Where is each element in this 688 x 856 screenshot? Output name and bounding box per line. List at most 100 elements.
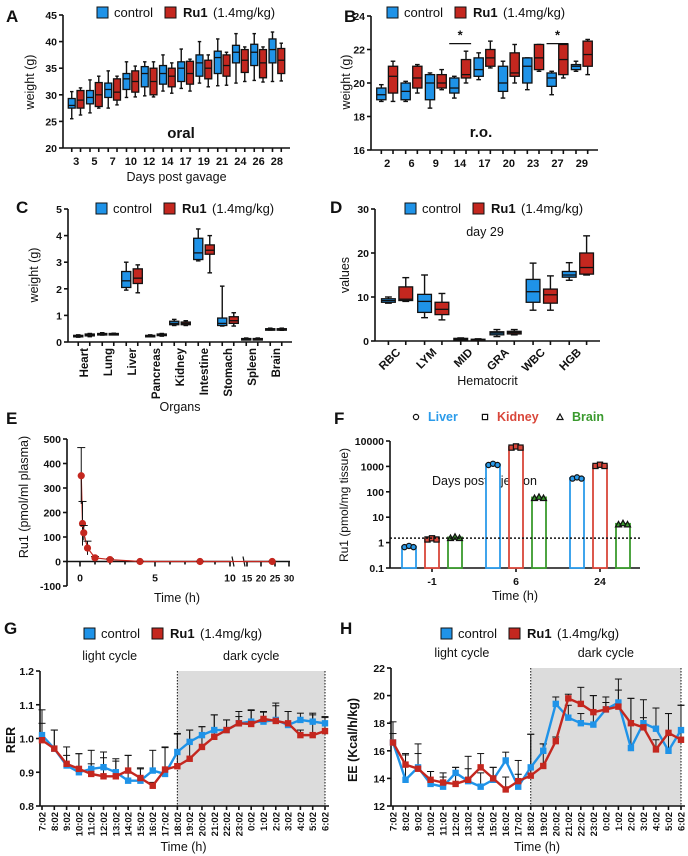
y-tick-label: 0 <box>55 557 61 569</box>
data-point-control <box>100 763 107 771</box>
panel-letter: F <box>334 409 344 428</box>
panel-letter: D <box>330 198 342 217</box>
data-point-ru1 <box>439 779 447 786</box>
data-point-control <box>452 769 459 777</box>
light-cycle-label: light cycle <box>82 649 137 663</box>
data-point-control <box>149 767 156 774</box>
box-control <box>231 44 241 64</box>
x-tick-label: 12 <box>143 156 155 168</box>
x-tick-label: 21:02 <box>210 812 221 836</box>
y-tick-label: 40 <box>45 37 57 49</box>
x-tick-label: 11:02 <box>87 812 98 836</box>
x-tick-label: 19:02 <box>539 812 550 836</box>
data-point-ru1 <box>198 743 206 751</box>
legend-label-control: control <box>101 626 140 641</box>
x-tick-label: 2:02 <box>271 812 282 831</box>
data-point-control <box>402 776 409 783</box>
data-point-control <box>38 731 46 739</box>
panel-letter: A <box>6 7 18 26</box>
x-tick-label: 13:02 <box>464 812 475 836</box>
data-point-ru1 <box>464 776 472 783</box>
x-tick-label: 14 <box>454 158 467 170</box>
data-point-ru1 <box>38 736 46 744</box>
y-tick-label: 1 <box>56 310 62 322</box>
x-tick-label: 25 <box>270 574 281 585</box>
data-point-control <box>677 726 685 734</box>
box-control <box>193 237 204 261</box>
route-annotation: r.o. <box>470 124 493 141</box>
replicate-marker <box>433 536 440 543</box>
data-point-ru1 <box>502 786 509 793</box>
y-tick-label: 25 <box>45 116 57 128</box>
y-tick-label: 1000 <box>361 461 385 473</box>
y-tick-label: 0 <box>56 337 62 349</box>
y-tick-label: 10000 <box>355 436 384 448</box>
data-point-ru1 <box>149 782 156 789</box>
data-point-ru1 <box>272 717 279 725</box>
x-tick-label: 20 <box>256 574 267 585</box>
x-axis-title: Days post gavage <box>126 170 226 184</box>
data-point-ru1 <box>427 776 434 783</box>
x-tick-label: 23:02 <box>589 812 600 836</box>
y-tick-label: 300 <box>43 483 61 495</box>
y-tick-label: 22 <box>353 45 365 57</box>
x-tick-label: 15:02 <box>136 812 147 836</box>
box-control <box>497 65 509 93</box>
day-annotation: day 29 <box>466 225 504 239</box>
legend-marker-circle <box>412 413 420 421</box>
box-control <box>217 317 228 327</box>
x-tick-label: 29 <box>576 158 588 170</box>
data-point <box>136 557 144 566</box>
data-point-ru1 <box>477 764 484 771</box>
x-tick-label: Intestine <box>199 348 211 395</box>
x-tick-label: 21:02 <box>564 812 575 836</box>
y-tick-label: 20 <box>353 78 365 90</box>
data-point-ru1 <box>677 736 685 743</box>
data-point-control <box>88 765 95 773</box>
x-tick-label: 8:02 <box>50 812 61 831</box>
bar-brain <box>447 536 463 569</box>
x-tick-label: 6:02 <box>677 812 688 831</box>
y-axis-title: EE (Kcal/h/kg) <box>346 698 360 782</box>
legend-swatch-control <box>95 202 108 215</box>
y-tick-label: 18 <box>353 112 365 124</box>
data-point-ru1 <box>309 731 316 739</box>
box-ru1 <box>228 316 239 325</box>
box-control <box>122 72 131 91</box>
panel-letter: B <box>344 7 356 26</box>
y-tick-label: 10 <box>372 512 384 524</box>
legend-label-control: control <box>458 626 497 641</box>
data-point <box>77 472 85 480</box>
box-ru1 <box>460 58 472 79</box>
data-point-ru1 <box>247 720 255 728</box>
x-tick-label: 12:02 <box>451 812 462 836</box>
y-tick-label: 14 <box>373 773 385 785</box>
y-tick-label: 0.9 <box>19 767 34 779</box>
y-tick-label: 16 <box>353 145 365 157</box>
box-ru1 <box>434 301 450 316</box>
box-ru1 <box>132 268 143 285</box>
x-axis-title: Time (h) <box>492 589 538 603</box>
data-point-control <box>627 744 635 752</box>
x-tick-label: 4:02 <box>296 812 307 831</box>
x-tick-label: 6 <box>513 576 519 588</box>
data-point-control <box>540 747 547 754</box>
bar-brain <box>531 496 547 569</box>
data-point-control <box>515 783 522 790</box>
legend-label-control: control <box>422 201 461 216</box>
x-tick-label: -1 <box>427 576 436 588</box>
data-point-control <box>211 726 218 734</box>
x-tick-label: 10:02 <box>74 812 85 836</box>
legend-label-ru1: Ru1 <box>183 5 208 20</box>
y-axis-title: weight (g) <box>27 248 41 304</box>
replicate-marker <box>618 518 628 527</box>
box-control <box>121 270 132 289</box>
x-tick-label: 23 <box>527 158 539 170</box>
y-tick-label: 0.1 <box>369 563 384 575</box>
box-control <box>546 72 557 87</box>
box-ru1 <box>258 48 268 79</box>
data-point-ru1 <box>260 715 267 723</box>
bar-kidney <box>508 446 524 569</box>
x-tick-label: 2 <box>384 158 390 170</box>
data-point-ru1 <box>489 775 497 782</box>
